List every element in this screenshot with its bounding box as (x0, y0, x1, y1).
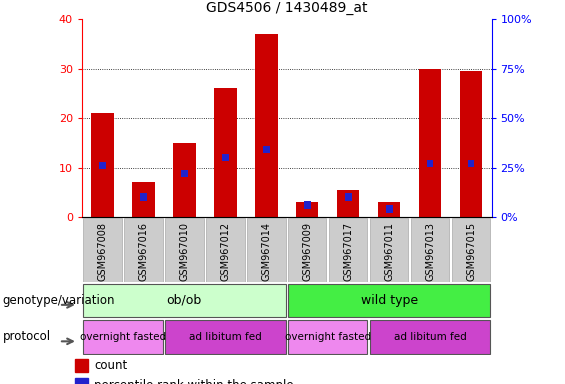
Bar (181, 170, 188, 177)
Bar (165, 218, 203, 281)
Text: GSM967012: GSM967012 (220, 222, 231, 281)
Text: overnight fasted: overnight fasted (285, 332, 371, 342)
Text: count: count (94, 359, 128, 372)
Text: genotype/variation: genotype/variation (3, 294, 115, 307)
Title: GDS4506 / 1430489_at: GDS4506 / 1430489_at (206, 2, 367, 15)
Bar (337, 190, 359, 217)
Bar (75, 378, 88, 384)
Bar (468, 160, 475, 167)
Bar (214, 88, 237, 217)
Text: protocol: protocol (3, 331, 51, 343)
Text: GSM967009: GSM967009 (302, 222, 312, 281)
Text: wild type: wild type (360, 294, 418, 307)
Bar (99, 162, 106, 169)
Bar (132, 182, 155, 217)
Bar (83, 218, 121, 281)
Text: GSM967017: GSM967017 (343, 222, 353, 281)
Bar (460, 71, 483, 217)
Bar (370, 320, 490, 354)
Text: overnight fasted: overnight fasted (80, 332, 166, 342)
Bar (75, 359, 88, 372)
Text: ob/ob: ob/ob (167, 294, 202, 307)
Bar (427, 160, 433, 167)
Text: GSM967015: GSM967015 (466, 222, 476, 281)
Bar (345, 194, 351, 201)
Bar (173, 143, 195, 217)
Bar (419, 69, 441, 217)
Bar (247, 218, 285, 281)
Bar (83, 320, 163, 354)
Bar (288, 284, 490, 317)
Text: GSM967016: GSM967016 (138, 222, 149, 281)
Bar (222, 154, 229, 161)
Bar (263, 146, 270, 154)
Bar (255, 34, 277, 217)
Text: GSM967014: GSM967014 (261, 222, 271, 281)
Bar (370, 218, 408, 281)
Text: percentile rank within the sample: percentile rank within the sample (94, 379, 294, 384)
Bar (386, 205, 393, 213)
Bar (329, 218, 367, 281)
Text: ad libitum fed: ad libitum fed (394, 332, 467, 342)
Text: ad libitum fed: ad libitum fed (189, 332, 262, 342)
Bar (288, 320, 367, 354)
Bar (411, 218, 449, 281)
Text: GSM967011: GSM967011 (384, 222, 394, 281)
Bar (140, 194, 147, 201)
Bar (288, 218, 327, 281)
Bar (378, 202, 401, 217)
Bar (165, 320, 285, 354)
Bar (452, 218, 490, 281)
Bar (296, 202, 319, 217)
Text: GSM967013: GSM967013 (425, 222, 435, 281)
Bar (124, 218, 163, 281)
Bar (83, 284, 285, 317)
Bar (304, 201, 311, 209)
Bar (206, 218, 245, 281)
Text: GSM967008: GSM967008 (97, 222, 107, 281)
Text: GSM967010: GSM967010 (179, 222, 189, 281)
Bar (91, 113, 114, 217)
